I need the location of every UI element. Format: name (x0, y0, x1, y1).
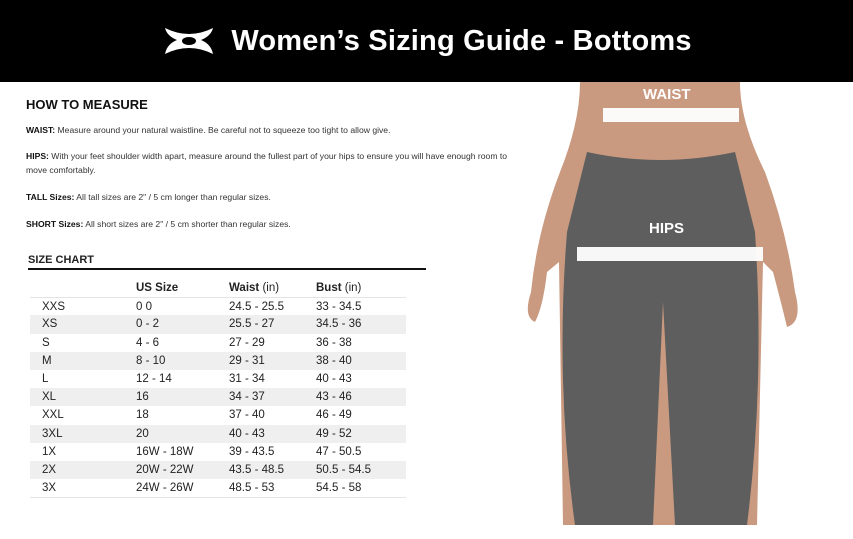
size-chart-table: US Size Waist (in) Bust (in) XXS 0 0 24.5 … (30, 279, 406, 498)
table-cell: 38 - 40 (316, 351, 406, 370)
table-cell: 24.5 - 25.5 (229, 300, 284, 313)
table-cell: 31 - 34 (229, 373, 265, 386)
table-cell: 20W - 22W (136, 460, 229, 480)
table-cell: 34.5 - 36 (316, 315, 406, 334)
under-armour-logo (165, 28, 214, 54)
table-row: 1X 16W - 18W 39 - 43.5 47 - 50.5 (30, 443, 406, 461)
table-cell: 37 - 40 (229, 409, 265, 422)
waist-instruction: WAIST: Measure around your natural waist… (26, 125, 391, 135)
table-cell: 0 - 2 (136, 315, 229, 334)
table-cell: 40 - 43 (229, 424, 316, 443)
table-cell: 16W - 18W (136, 445, 194, 458)
table-row: XL 16 34 - 37 43 - 46 (30, 388, 406, 407)
table-row: 3X 24W - 26W 48.5 - 53 54.5 - 58 (30, 479, 406, 498)
hips-label: HIPS (649, 220, 685, 237)
size-chart-title: SIZE CHART (28, 254, 426, 270)
table-row: XXS 0 0 24.5 - 25.5 33 - 34.5 (30, 297, 406, 315)
table-cell: 27 - 29 (229, 336, 265, 349)
table-cell: 50.5 - 54.5 (316, 460, 406, 480)
table-cell: XL (30, 388, 136, 407)
table-cell: 47 - 50.5 (316, 445, 362, 458)
table-cell: 49 - 52 (316, 424, 406, 443)
table-cell: 0 0 (136, 300, 152, 313)
table-cell: 36 - 38 (316, 336, 352, 349)
table-row: XS 0 - 2 25.5 - 27 34.5 - 36 (30, 315, 406, 334)
table-cell: 2X (30, 460, 136, 480)
table-cell: 54.5 - 58 (316, 479, 406, 498)
table-cell: XXL (42, 409, 64, 422)
table-header: US Size Waist (in) Bust (in) (30, 279, 406, 298)
table-row: L 12 - 14 31 - 34 40 - 43 (30, 370, 406, 388)
table-cell: 29 - 31 (229, 351, 316, 370)
table-cell: 4 - 6 (136, 336, 160, 349)
table-cell: 8 - 10 (136, 351, 229, 370)
tall-instruction: TALL Sizes: All tall sizes are 2" / 5 cm… (26, 192, 271, 202)
table-cell: M (30, 351, 136, 370)
section-title: HOW TO MEASURE (26, 97, 148, 112)
table-cell: 25.5 - 27 (229, 315, 316, 334)
table-cell: 3XL (30, 424, 136, 443)
table-cell: XXS (42, 300, 66, 313)
table-cell: 24W - 26W (136, 479, 229, 498)
table-cell: 46 - 49 (316, 409, 352, 422)
table-cell: 20 (136, 424, 229, 443)
table-cell: 40 - 43 (316, 373, 352, 386)
hips-instruction: HIPS: With your feet shoulder width apar… (26, 151, 508, 175)
page-title: Women’s Sizing Guide - Bottoms (231, 24, 692, 57)
how-to-measure-section: HOW TO MEASURE WAIST: Measure around you… (26, 97, 526, 231)
table-cell: XS (30, 315, 136, 334)
table-cell: 43 - 46 (316, 388, 406, 407)
table-cell: 33 - 34.5 (316, 300, 362, 313)
table-cell: 34 - 37 (229, 388, 316, 407)
table-cell: 3X (30, 479, 136, 498)
table-cell: 12 - 14 (136, 373, 172, 386)
table-row: 2X 20W - 22W 43.5 - 48.5 50.5 - 54.5 (30, 460, 406, 480)
table-cell: 48.5 - 53 (229, 479, 316, 498)
table-row: XXL 18 37 - 40 46 - 49 (30, 406, 406, 424)
table-cell: 16 (136, 388, 229, 407)
waist-label: WAIST (643, 86, 691, 103)
table-cell: 1X (42, 445, 57, 458)
table-cell: 43.5 - 48.5 (229, 460, 316, 480)
table-row: 3XL 20 40 - 43 49 - 52 (30, 424, 406, 443)
short-instruction: SHORT Sizes: All short sizes are 2" / 5 … (26, 219, 291, 229)
model-photo: WAIST HIPS (525, 82, 853, 525)
table-cell: L (42, 373, 49, 386)
table-row: S 4 - 6 27 - 29 36 - 38 (30, 334, 406, 352)
table-cell: 18 (136, 409, 149, 422)
header-banner: Women’s Sizing Guide - Bottoms (0, 0, 853, 82)
table-cell: S (42, 336, 50, 349)
table-cell: 39 - 43.5 (229, 445, 275, 458)
